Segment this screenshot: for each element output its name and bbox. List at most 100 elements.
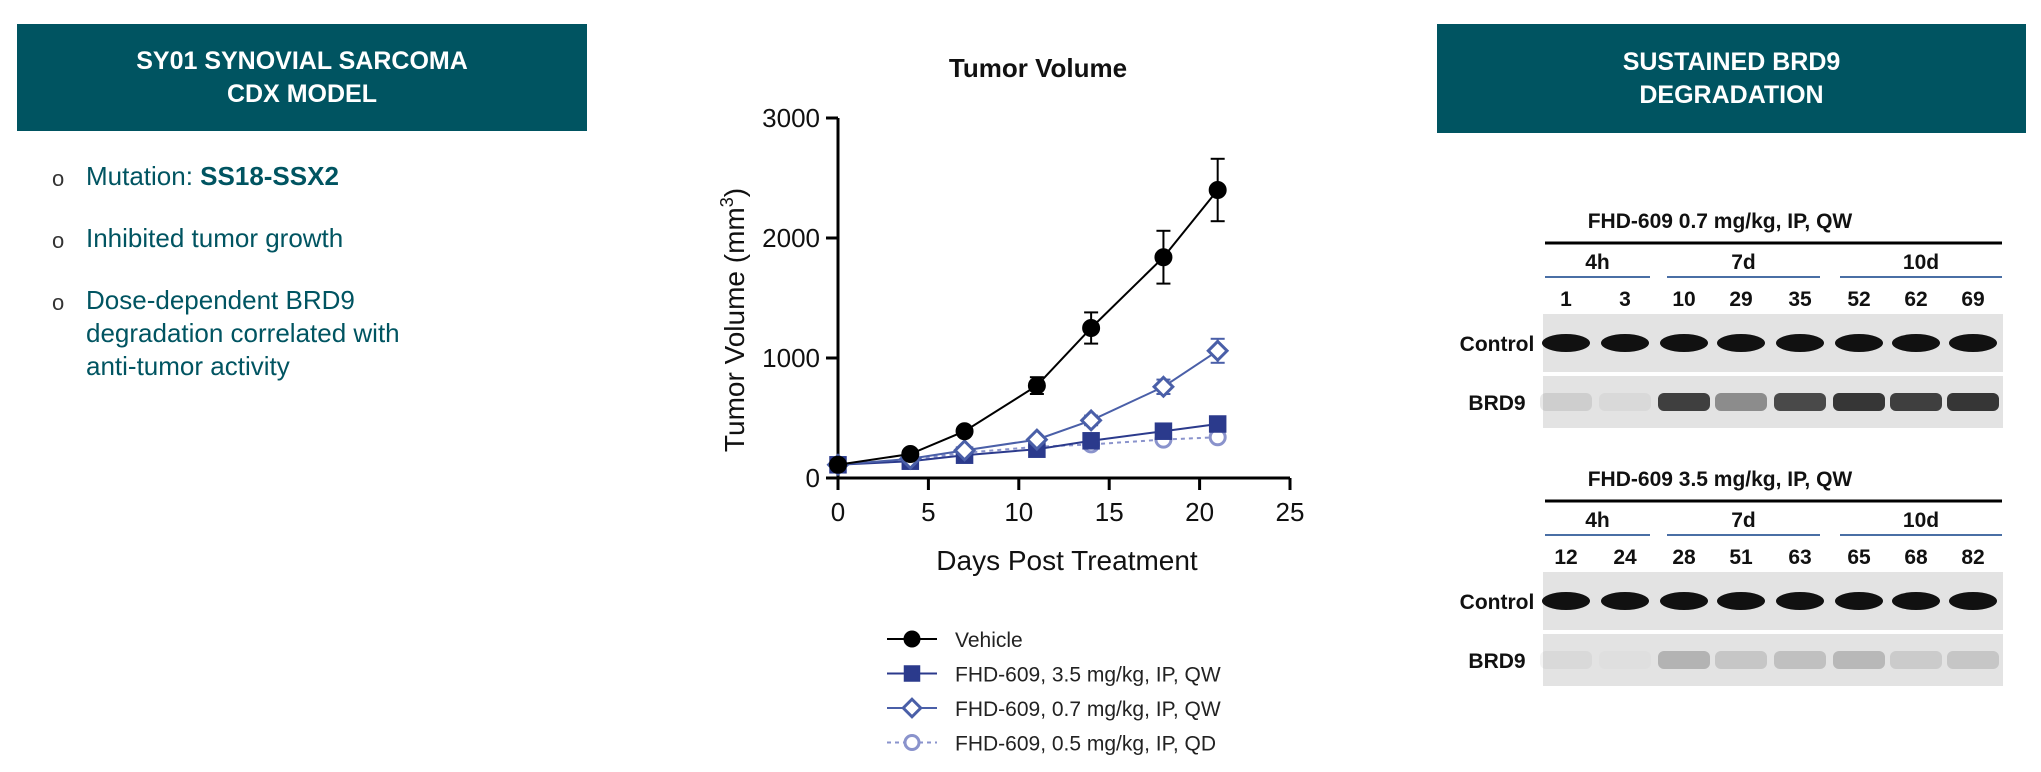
x-tick-label: 10 [1004,497,1033,527]
bullet-marker: o [52,166,65,191]
blot-sample-label: 62 [1904,288,1927,311]
x-axis-label: Days Post Treatment [936,545,1198,576]
blot-sample-label: 28 [1672,546,1696,569]
legend-label: Vehicle [955,629,1023,652]
blot-sample-label: 82 [1961,546,1984,569]
data-point [1154,248,1173,267]
data-point [1208,415,1227,433]
data-point [1082,432,1100,450]
brd9-band [1833,651,1885,669]
bullet-growth: o Inhibited tumor growth [52,222,572,255]
y-axis-label-close: ) [719,188,750,197]
blot-sample-label: 68 [1904,546,1928,569]
brd9-band [1774,651,1826,669]
blot-0: FHD-609 0.7 mg/kg, IP, QW 4h 1 3 7d 10 29 35 10d… [1460,210,2003,428]
left-banner-line1: SY01 SYNOVIAL SARCOMA [136,46,468,75]
control-band [1542,334,1590,352]
control-band [1717,334,1765,352]
bullet-marker: o [52,290,65,315]
chart-series [826,157,1230,477]
left-banner: SY01 SYNOVIAL SARCOMA CDX MODEL [17,24,587,131]
brd9-band [1599,393,1651,411]
legend-label: FHD-609, 3.5 mg/kg, IP, QW [955,664,1221,687]
brd9-band [1715,651,1767,669]
bullet-mutation-value: SS18-SSX2 [200,161,339,191]
control-band [1601,334,1649,352]
blot-row-label: Control [1460,591,1535,614]
y-tick-label: 2000 [762,223,820,253]
brd9-band [1540,393,1592,411]
blot-row-label: Control [1460,333,1535,356]
blot-1: FHD-609 3.5 mg/kg, IP, QW 4h 12 24 7d 28 51 63 1… [1460,468,2003,686]
control-band [1892,334,1940,352]
blot-group-label: 10d [1903,251,1939,274]
control-band [1835,592,1883,610]
series-2 [826,337,1230,477]
x-tick-label: 25 [1276,497,1305,527]
x-tick-label: 0 [831,497,845,527]
brd9-band [1599,651,1651,669]
data-point [1151,375,1175,399]
x-tick-label: 5 [921,497,935,527]
data-point [1082,319,1101,337]
data-point [1079,408,1103,432]
blot-sample-label: 35 [1788,288,1812,311]
right-banner: SUSTAINED BRD9 DEGRADATION [1437,24,2026,133]
y-tick-label: 3000 [762,103,820,133]
bullet-marker: o [52,228,65,253]
data-point [1027,376,1046,395]
brd9-band [1890,651,1942,669]
control-band [1717,592,1765,610]
y-axis-label: Tumor Volume (mm3) [717,188,750,452]
blot-sample-label: 1 [1560,288,1572,311]
chart-legend: Vehicle FHD-609, 3.5 mg/kg, IP, QW FHD-609… [887,629,1221,756]
brd9-band [1947,393,1999,411]
brd9-band [1833,393,1885,411]
legend-marker [903,734,921,751]
x-tick-label: 20 [1185,497,1214,527]
control-band [1949,334,1997,352]
data-point [1206,339,1230,363]
brd9-band [1540,651,1592,669]
control-band [1660,334,1708,352]
brd9-band [1658,651,1710,669]
brd9-band [1774,393,1826,411]
blot-sample-label: 69 [1961,288,1984,311]
blot-sample-label: 12 [1554,546,1577,569]
right-banner-line1: SUSTAINED BRD9 [1622,47,1841,76]
y-tick-label: 1000 [762,343,820,373]
blot-sample-label: 51 [1729,546,1753,569]
brd9-band [1658,393,1710,411]
bullet-dose-line2: degradation correlated with [86,318,400,348]
data-point [1154,422,1173,440]
blot-sample-label: 24 [1613,546,1637,569]
legend-label: FHD-609, 0.7 mg/kg, IP, QW [955,698,1221,721]
y-tick-label: 0 [806,463,820,493]
control-band [1949,592,1997,610]
brd9-band [1715,393,1767,411]
bullet-dose: o Dose-dependent BRD9 degradation correl… [52,284,572,383]
chart-axes: 0 1000 2000 3000 0 5 10 15 20 25 [762,103,1304,527]
blot-row-label: BRD9 [1468,650,1525,673]
left-banner-line2: CDX MODEL [227,79,377,108]
western-blots: FHD-609 0.7 mg/kg, IP, QW 4h 1 3 7d 10 29 35 10d… [1460,210,2003,686]
y-axis-label-text: Tumor Volume (mm [719,207,750,452]
control-band [1835,334,1883,352]
y-axis-label-sup: 3 [717,197,737,207]
control-band [1776,334,1824,352]
control-band [1542,592,1590,610]
blot-sample-label: 63 [1788,546,1811,569]
data-point [829,455,847,474]
blot-sample-label: 65 [1847,546,1871,569]
control-band [1776,592,1824,610]
data-point [953,438,977,462]
bullet-mutation-prefix: Mutation: [86,161,201,191]
blot-group-label: 4h [1585,251,1610,274]
control-band [1892,592,1940,610]
legend-marker [903,630,921,648]
blot-sample-label: 10 [1672,288,1695,311]
blot-title: FHD-609 0.7 mg/kg, IP, QW [1588,210,1853,233]
legend-marker [903,665,921,682]
chart-title: Tumor Volume [949,53,1127,83]
